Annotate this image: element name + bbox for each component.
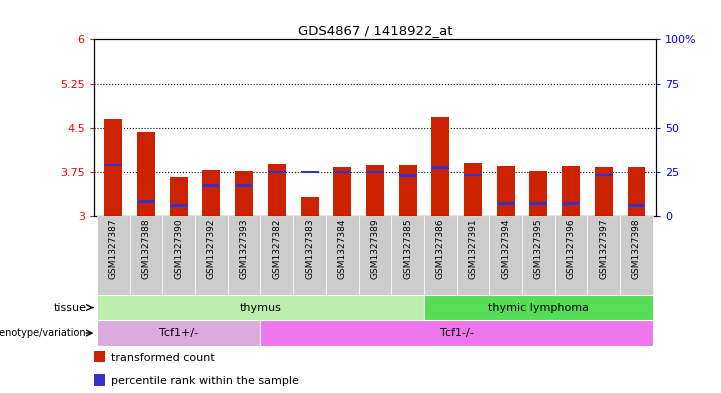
Text: GSM1327384: GSM1327384 [337, 219, 347, 279]
Text: GSM1327397: GSM1327397 [599, 219, 609, 279]
Text: transformed count: transformed count [110, 353, 214, 363]
Bar [267, 171, 286, 173]
Bar [562, 202, 580, 204]
Text: GSM1327389: GSM1327389 [371, 219, 379, 279]
Text: percentile rank within the sample: percentile rank within the sample [110, 376, 298, 386]
Bar [595, 167, 613, 216]
Bar [137, 200, 155, 203]
Bar [301, 171, 319, 173]
FancyBboxPatch shape [260, 216, 293, 295]
Bar [169, 204, 187, 207]
FancyBboxPatch shape [195, 216, 228, 295]
Bar [97, 320, 260, 346]
Bar [333, 171, 351, 173]
FancyBboxPatch shape [358, 216, 392, 295]
Bar [529, 171, 547, 216]
Text: Tcf1+/-: Tcf1+/- [159, 328, 198, 338]
Bar [169, 177, 187, 216]
Text: GSM1327396: GSM1327396 [567, 219, 575, 279]
Bar [301, 197, 319, 216]
FancyBboxPatch shape [588, 216, 620, 295]
Bar [260, 320, 653, 346]
Text: GSM1327388: GSM1327388 [141, 219, 151, 279]
Title: GDS4867 / 1418922_at: GDS4867 / 1418922_at [298, 24, 452, 37]
Bar [497, 166, 515, 216]
Bar [203, 170, 221, 216]
FancyBboxPatch shape [554, 216, 588, 295]
Text: GSM1327392: GSM1327392 [207, 219, 216, 279]
Bar [203, 184, 221, 187]
Bar [464, 174, 482, 176]
Bar [529, 202, 547, 204]
Bar [595, 174, 613, 176]
FancyBboxPatch shape [162, 216, 195, 295]
Bar [94, 351, 105, 362]
Bar [627, 167, 645, 216]
FancyBboxPatch shape [424, 216, 456, 295]
Text: thymic lymphoma: thymic lymphoma [488, 303, 589, 312]
Bar [627, 204, 645, 207]
Bar [431, 166, 449, 169]
FancyBboxPatch shape [228, 216, 260, 295]
Bar [562, 166, 580, 216]
Text: thymus: thymus [239, 303, 281, 312]
Bar [235, 184, 253, 187]
Bar [464, 163, 482, 216]
Text: GSM1327394: GSM1327394 [501, 219, 510, 279]
Bar [399, 174, 417, 177]
FancyBboxPatch shape [456, 216, 490, 295]
Bar [366, 171, 384, 173]
Bar [105, 119, 123, 216]
Bar [97, 295, 424, 320]
Text: Tcf1-/-: Tcf1-/- [440, 328, 474, 338]
Bar [497, 202, 515, 204]
FancyBboxPatch shape [620, 216, 653, 295]
Text: GSM1327393: GSM1327393 [239, 219, 249, 279]
FancyBboxPatch shape [522, 216, 554, 295]
Bar [267, 164, 286, 216]
FancyBboxPatch shape [293, 216, 326, 295]
Bar [399, 165, 417, 216]
FancyBboxPatch shape [326, 216, 358, 295]
Text: GSM1327383: GSM1327383 [305, 219, 314, 279]
FancyBboxPatch shape [130, 216, 162, 295]
Text: GSM1327386: GSM1327386 [435, 219, 445, 279]
Text: tissue: tissue [53, 303, 87, 312]
Text: GSM1327395: GSM1327395 [534, 219, 543, 279]
FancyBboxPatch shape [490, 216, 522, 295]
Bar [431, 117, 449, 216]
Text: GSM1327391: GSM1327391 [469, 219, 477, 279]
Bar [366, 165, 384, 216]
Text: GSM1327387: GSM1327387 [109, 219, 118, 279]
Text: GSM1327390: GSM1327390 [174, 219, 183, 279]
Text: genotype/variation: genotype/variation [0, 328, 87, 338]
Text: GSM1327398: GSM1327398 [632, 219, 641, 279]
Bar [105, 163, 123, 166]
Bar [333, 167, 351, 216]
Text: GSM1327385: GSM1327385 [403, 219, 412, 279]
Bar [137, 132, 155, 216]
Bar [94, 374, 105, 386]
Bar [424, 295, 653, 320]
FancyBboxPatch shape [392, 216, 424, 295]
FancyBboxPatch shape [97, 216, 130, 295]
Bar [235, 171, 253, 216]
Text: GSM1327382: GSM1327382 [273, 219, 281, 279]
